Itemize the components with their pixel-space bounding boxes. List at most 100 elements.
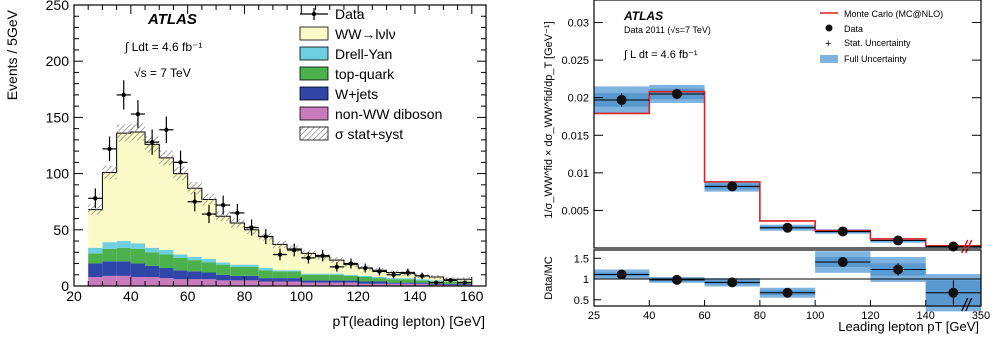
- ratio-point: [727, 277, 738, 288]
- stack-bar: [88, 247, 103, 254]
- luminosity-annotation: ∫ L dt = 4.6 fb⁻¹: [623, 49, 698, 61]
- data-point: [405, 270, 411, 275]
- stack-non-ww-diboson: [88, 275, 472, 286]
- stack-bar: [329, 282, 344, 286]
- legend-swatch: [299, 26, 329, 41]
- data-point: [462, 280, 467, 285]
- data-point: [434, 280, 439, 285]
- stack-bar: [258, 268, 273, 271]
- stack-bar: [216, 216, 231, 263]
- y-tick-label: 0.015: [561, 130, 589, 142]
- data-point: [235, 210, 240, 216]
- data-point: [320, 253, 325, 258]
- axis-break-mark: [965, 297, 973, 312]
- stack-bar: [315, 273, 330, 275]
- stack-bar: [159, 278, 174, 286]
- stack-bar: [102, 242, 117, 249]
- left-plot-frame: [73, 4, 487, 287]
- x-tick-label: 60: [698, 310, 710, 322]
- legend-label: WW→lνlν: [335, 26, 396, 42]
- legend-label: Data: [335, 6, 365, 22]
- data-point: [377, 269, 382, 274]
- stack-bar: [187, 271, 202, 280]
- data-point: [948, 241, 959, 252]
- stack-bar: [216, 280, 231, 286]
- stack-bar: [372, 278, 387, 282]
- axis-break-mark: [965, 239, 973, 254]
- uncertainty-band: [230, 218, 245, 228]
- stack-bar: [216, 262, 231, 265]
- x-tick-label: 160: [460, 288, 484, 304]
- stack-bar: [386, 278, 401, 280]
- stack-bar: [358, 281, 373, 284]
- x-tick-label: 120: [346, 288, 370, 304]
- stack-bar: [272, 281, 288, 286]
- stack-bar: [159, 254, 174, 269]
- data-point: [206, 211, 212, 217]
- data-point: [249, 225, 254, 230]
- stack-bar: [102, 248, 117, 262]
- x-tick-label: 40: [123, 288, 139, 304]
- stack-bar: [414, 282, 430, 284]
- right-ratio-panel: 0.5 1 1.5 Data/MC 25 40 60 80 100 120 140 350Leadin…: [543, 249, 990, 334]
- left-legend: Data WW→lνlν Drell-Yan top-quark W+jets non-W…: [299, 6, 442, 142]
- y-axis-label: Events / 5GeV: [4, 9, 20, 100]
- uncertainty-band: [102, 165, 117, 180]
- uncertainty-band: [187, 182, 202, 195]
- stack-bar: [287, 248, 302, 271]
- x-axis-label: pT(leading lepton) [GeV]: [332, 313, 485, 329]
- stack-bar: [116, 247, 131, 262]
- stack-bar: [130, 277, 146, 286]
- stack-bar: [145, 252, 160, 266]
- ratio-y-axis-label: Data/MC: [543, 256, 555, 299]
- stack-bar: [329, 274, 344, 281]
- stack-bar: [315, 256, 330, 274]
- stack-bar: [187, 188, 202, 257]
- stack-drell-yan: [88, 241, 444, 282]
- y-tick-label: 150: [46, 109, 70, 125]
- stack-bar: [173, 173, 188, 255]
- stack-bar: [145, 144, 160, 248]
- data-point: [121, 92, 126, 98]
- data-2011-annotation: Data 2011 (√s=7 TeV): [624, 25, 711, 35]
- x-tick-label: 25: [588, 310, 600, 322]
- data-point: [93, 196, 98, 201]
- y-tick-label: 0.02: [568, 93, 589, 105]
- data-point: [448, 278, 453, 283]
- stack-bar: [244, 264, 259, 267]
- ratio-point: [948, 287, 959, 298]
- stack-bar: [102, 172, 117, 243]
- stack-bar: [358, 277, 373, 282]
- stack-bar: [201, 262, 217, 273]
- ratio-point: [671, 274, 682, 285]
- stack-bar: [201, 272, 217, 280]
- legend-swatch: [299, 46, 329, 61]
- mc-line: [594, 90, 981, 247]
- stack-bar: [130, 248, 146, 264]
- legend-swatch: [299, 106, 329, 121]
- stack-bar: [244, 229, 259, 265]
- stack-bar: [258, 278, 273, 282]
- stack-bar: [400, 278, 415, 280]
- legend-label: Drell-Yan: [335, 46, 392, 62]
- ratio-point: [782, 287, 793, 298]
- stack-bar: [201, 279, 217, 286]
- legend-swatch-hatch: [299, 126, 329, 141]
- ratio-point: [893, 264, 904, 275]
- stack-bar: [130, 263, 146, 278]
- stack-bar: [102, 275, 117, 286]
- stack-bar: [386, 283, 401, 286]
- y-tick-label: 0.01: [568, 168, 589, 180]
- stack-bar: [315, 280, 330, 283]
- stack-bar: [287, 271, 302, 279]
- atlas-title: ATLAS: [623, 9, 663, 23]
- stack-bar: [201, 259, 217, 263]
- uncertainty-band: [457, 277, 472, 282]
- data-point: [263, 234, 268, 239]
- stack-bar: [400, 283, 415, 286]
- y-tick-label: 0.025: [561, 55, 589, 67]
- stack-bar: [301, 282, 316, 286]
- stack-bar: [301, 280, 316, 283]
- x-tick-label: 140: [403, 288, 427, 304]
